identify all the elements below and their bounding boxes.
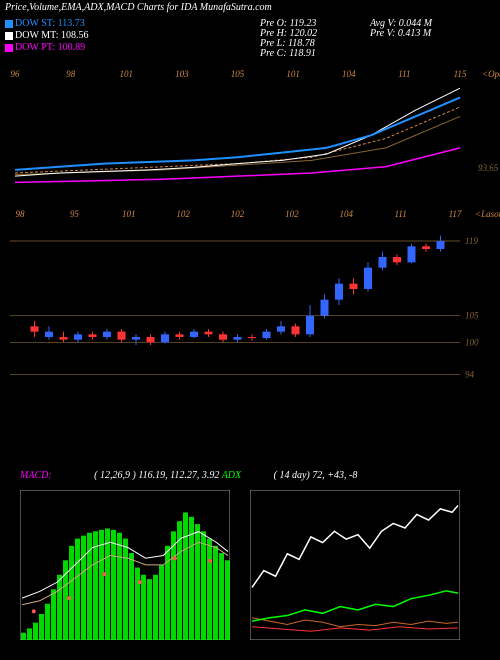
svg-text:117: 117: [449, 209, 462, 219]
svg-text:102: 102: [285, 209, 299, 219]
svg-text:98: 98: [16, 209, 26, 219]
legend-row: DOW MT: 108.56: [5, 30, 88, 41]
svg-text:105: 105: [231, 69, 245, 79]
indicator-label-row: MACD: ( 12,26,9 ) 116.19, 112.27, 3.92 A…: [20, 470, 480, 481]
svg-text:101: 101: [122, 209, 136, 219]
svg-text:<Open: <Open: [482, 69, 500, 79]
chart-title: Price,Volume,EMA,ADX,MACD Charts for IDA…: [5, 2, 272, 13]
svg-text:104: 104: [342, 69, 356, 79]
svg-text:100: 100: [465, 337, 479, 347]
macd-panel: [20, 490, 230, 640]
svg-text:98: 98: [66, 69, 76, 79]
svg-text:111: 111: [398, 69, 410, 79]
svg-text:102: 102: [176, 209, 190, 219]
svg-text:96: 96: [11, 69, 21, 79]
svg-text:102: 102: [231, 209, 245, 219]
svg-text:93.65: 93.65: [478, 163, 499, 173]
svg-text:95: 95: [70, 209, 80, 219]
svg-text:101: 101: [120, 69, 134, 79]
svg-text:115: 115: [454, 69, 467, 79]
stat-item: Pre C: 118.91: [260, 48, 316, 59]
svg-text:105: 105: [465, 311, 479, 321]
svg-text:111: 111: [395, 209, 407, 219]
svg-text:103: 103: [175, 69, 189, 79]
legend-row: DOW PT: 100.89: [5, 42, 85, 53]
svg-text:94: 94: [465, 369, 475, 379]
price-line-panel: 96 98 101 103 105 101 104 111 115 <Open 93.65: [10, 65, 500, 215]
svg-text:119: 119: [465, 236, 478, 246]
svg-text:<Lason: <Lason: [475, 209, 500, 219]
adx-panel: [250, 490, 460, 640]
candlestick-panel: 98 95 101 102 102 102 104 111 117 <Lason 94 100 105 1…: [10, 205, 500, 390]
legend-row: DOW ST: 113.73: [5, 18, 85, 29]
svg-text:104: 104: [340, 209, 354, 219]
stat-item: Pre V: 0.413 M: [370, 28, 431, 39]
svg-text:101: 101: [286, 69, 300, 79]
